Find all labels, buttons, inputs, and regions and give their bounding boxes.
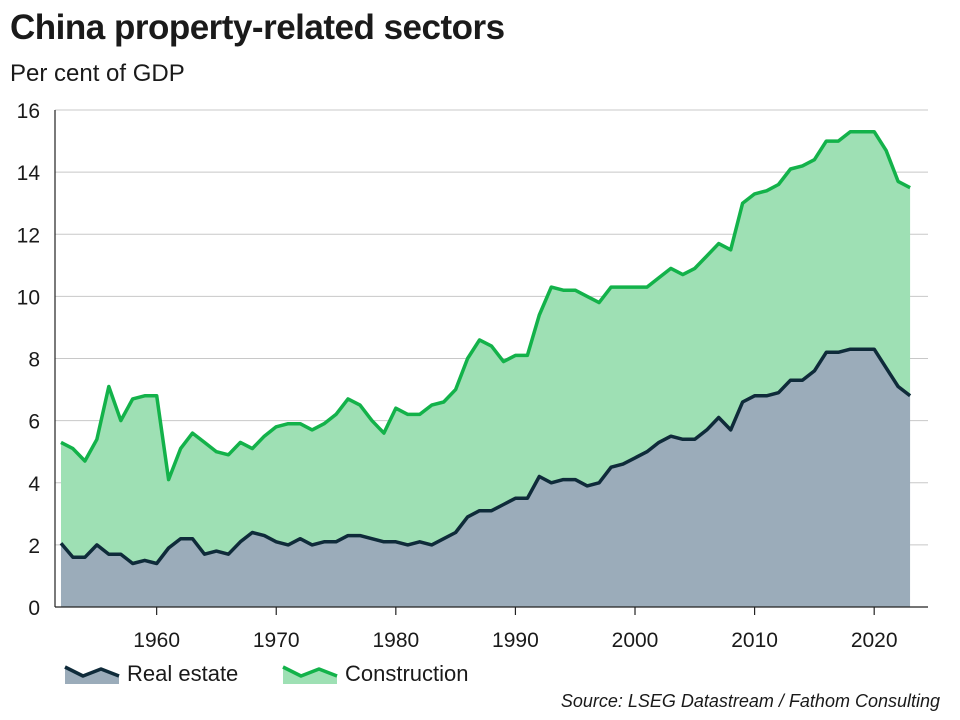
x-tick-label: 2000 [612, 629, 659, 652]
y-tick-label: 16 [17, 100, 40, 123]
legend-label-real-estate: Real estate [127, 661, 238, 686]
axes [54, 110, 928, 615]
y-tick-label: 8 [28, 349, 40, 372]
x-tick-label: 1990 [492, 629, 539, 652]
x-tick-labels: 1960 1970 1980 1990 2000 2010 2020 [133, 629, 897, 652]
real-estate-area [60, 349, 911, 607]
x-tick-label: 1960 [133, 629, 180, 652]
y-tick-label: 12 [17, 224, 40, 247]
y-tick-label: 4 [28, 473, 40, 496]
construction-line [60, 129, 911, 482]
legend-line-construction [282, 665, 338, 678]
x-tick-label: 2020 [851, 629, 898, 652]
construction-area [61, 131, 911, 564]
y-tick-label: 6 [28, 411, 40, 434]
y-tick-labels: 0 2 4 6 8 10 12 14 16 [17, 100, 41, 620]
legend: Real estate Construction [64, 661, 469, 686]
x-tick-label: 2010 [731, 629, 778, 652]
y-tick-label: 14 [17, 162, 41, 185]
legend-label-construction: Construction [345, 661, 469, 686]
chart-subtitle: Per cent of GDP [10, 60, 185, 87]
y-tick-label: 10 [17, 286, 40, 309]
y-tick-label: 2 [28, 535, 40, 558]
chart-title: China property-related sectors [10, 8, 505, 47]
x-tick-label: 1980 [372, 629, 419, 652]
legend-line-real-estate [64, 665, 120, 678]
y-tick-label: 0 [28, 597, 40, 620]
x-tick-label: 1970 [253, 629, 300, 652]
source-note: Source: LSEG Datastream / Fathom Consult… [560, 691, 940, 711]
real-estate-line [59, 347, 912, 566]
